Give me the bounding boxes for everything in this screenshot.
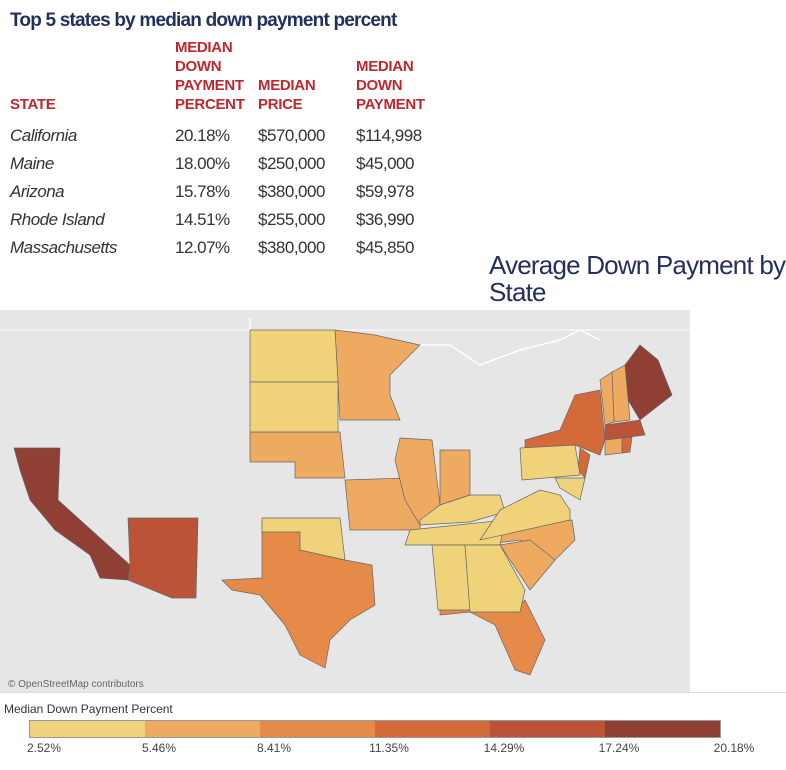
- legend-swatch: [145, 721, 260, 737]
- legend-tick-label: 14.29%: [483, 741, 525, 755]
- table-cell-price: $570,000: [258, 126, 325, 145]
- border-line: [249, 318, 601, 366]
- table-cell-state: California: [10, 126, 77, 145]
- us-map[interactable]: [0, 310, 690, 693]
- table-cell-payment: $59,978: [356, 182, 414, 201]
- state-ri[interactable]: [621, 436, 633, 454]
- state-mn[interactable]: [334, 329, 421, 421]
- table-cell-payment: $45,850: [356, 238, 414, 257]
- state-nd[interactable]: [249, 329, 339, 383]
- state-ne[interactable]: [249, 431, 346, 479]
- table-cell-payment: $114,998: [356, 126, 422, 145]
- table-cell-percent: 12.07%: [175, 238, 230, 257]
- legend-tick-label: 20.18%: [713, 741, 755, 755]
- state-ma[interactable]: [604, 419, 646, 441]
- legend-swatch: [605, 721, 720, 737]
- legend-tick-label: 11.35%: [369, 741, 409, 755]
- state-sd[interactable]: [249, 381, 339, 433]
- state-va[interactable]: [479, 489, 571, 541]
- table-cell-price: $380,000: [258, 238, 325, 257]
- header-line: PAYMENT: [356, 96, 425, 113]
- legend-tick-label: 8.41%: [256, 741, 292, 755]
- map-credit: © OpenStreetMap contributors: [8, 679, 144, 690]
- table-cell-state: Maine: [10, 154, 54, 173]
- header-line: DOWN: [175, 58, 222, 75]
- header-payment: MEDIAN DOWN PAYMENT: [356, 57, 425, 114]
- header-line: PAYMENT: [175, 77, 244, 94]
- header-line: MEDIAN: [356, 58, 414, 75]
- header-line: MEDIAN: [175, 39, 233, 56]
- table-cell-price: $250,000: [258, 154, 325, 173]
- legend-swatch: [375, 721, 490, 737]
- state-al[interactable]: [431, 544, 471, 611]
- table-cell-price: $255,000: [258, 210, 325, 229]
- divider: [0, 692, 786, 693]
- legend-color-bar: [29, 720, 721, 738]
- legend-tick-label: 5.46%: [141, 741, 177, 755]
- state-ct[interactable]: [604, 437, 623, 456]
- table-title: Top 5 states by median down payment perc…: [10, 10, 397, 31]
- legend-tick-label: 17.24%: [598, 741, 640, 755]
- table-cell-percent: 14.51%: [175, 210, 230, 229]
- table-cell-payment: $36,990: [356, 210, 414, 229]
- state-az[interactable]: [127, 517, 199, 599]
- table-cell-payment: $45,000: [356, 154, 414, 173]
- map-title: Average Down Payment by State: [489, 250, 786, 307]
- table-cell-percent: 18.00%: [175, 154, 230, 173]
- header-percent: MEDIAN DOWN PAYMENT PERCENT: [175, 38, 245, 114]
- header-line: PRICE: [258, 96, 303, 113]
- legend-swatch: [260, 721, 375, 737]
- legend-swatch: [30, 721, 145, 737]
- legend-tick-label: 2.52%: [26, 741, 62, 755]
- state-sc[interactable]: [499, 539, 556, 591]
- table-cell-price: $380,000: [258, 182, 325, 201]
- header-state: STATE: [10, 96, 56, 113]
- state-ga[interactable]: [464, 544, 526, 613]
- table-cell-state: Rhode Island: [10, 210, 105, 229]
- state-ok[interactable]: [261, 517, 346, 561]
- state-vt[interactable]: [599, 371, 615, 426]
- table-cell-percent: 15.78%: [175, 182, 230, 201]
- header-line: MEDIAN: [258, 77, 316, 94]
- table-cell-state: Massachusetts: [10, 238, 117, 257]
- table-cell-percent: 20.18%: [175, 126, 230, 145]
- state-pa[interactable]: [519, 444, 581, 481]
- legend-title: Median Down Payment Percent: [4, 702, 173, 716]
- state-ky[interactable]: [419, 494, 506, 526]
- state-ca[interactable]: [13, 447, 131, 581]
- table-cell-state: Arizona: [10, 182, 65, 201]
- header-line: DOWN: [356, 77, 403, 94]
- header-line: PERCENT: [175, 96, 245, 113]
- legend-swatch: [490, 721, 605, 737]
- header-price: MEDIAN PRICE: [258, 76, 316, 114]
- state-md[interactable]: [554, 477, 586, 501]
